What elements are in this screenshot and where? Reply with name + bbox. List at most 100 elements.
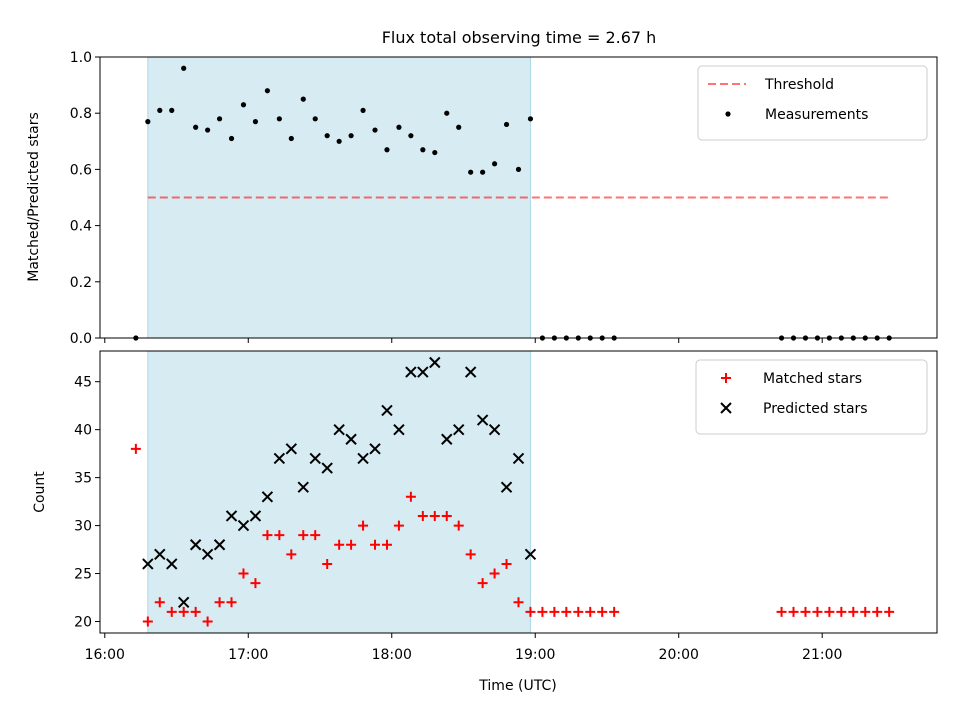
predicted-star-point [333, 423, 345, 436]
measurement-point [396, 124, 402, 130]
predicted-star-point [357, 452, 369, 465]
predicted-star-point [345, 433, 357, 445]
panel-top: 0.0 0.2 0.4 0.6 0.8 1.0 Matched/Predicted sta… [26, 50, 938, 347]
figure-title: Flux total observing time = 2.67 h [382, 28, 657, 47]
measurement-point [372, 127, 378, 133]
predicted-star-point [393, 423, 405, 436]
measurement-point [420, 147, 426, 153]
matched-star-point [525, 606, 536, 617]
top-legend: Threshold Measurements [697, 65, 928, 141]
measurement-point [288, 135, 294, 142]
predicted-star-point [405, 366, 417, 378]
measurement-point [336, 138, 342, 144]
matched-star-point [597, 606, 608, 617]
measurement-point [348, 133, 354, 139]
legend-predicted-swatch [720, 402, 732, 414]
y-tick-label: 0.2 [70, 275, 92, 291]
predicted-star-point [285, 443, 298, 455]
y-tick-label: 20 [74, 614, 92, 630]
predicted-star-point [177, 596, 190, 609]
matched-star-point [274, 530, 285, 541]
matched-star-point [477, 578, 488, 589]
matched-star-point [370, 539, 381, 550]
measurement-point [480, 169, 486, 175]
measurement-point [312, 116, 318, 122]
matched-star-point [812, 606, 823, 617]
matched-star-point [585, 606, 596, 617]
matched-star-point [848, 606, 859, 617]
measurement-point [240, 102, 247, 108]
legend-label: Measurements [765, 107, 868, 123]
matched-star-point [226, 597, 237, 608]
x-tick-label: 17:00 [228, 647, 268, 663]
y-tick-label: 30 [74, 519, 92, 535]
measurement-point [205, 127, 211, 133]
bottom-x-axis: 16:00 17:00 18:00 19:00 20:00 21:00 [85, 633, 842, 663]
predicted-star-point [369, 443, 381, 455]
x-tick-label: 16:00 [85, 647, 125, 663]
matched-star-point [776, 606, 787, 617]
y-tick-label: 0.6 [70, 162, 92, 178]
observing-interval-shade [147, 350, 531, 634]
plot-frame [99, 56, 938, 339]
matched-star-point [214, 597, 225, 608]
measurement-point [324, 133, 330, 139]
measurement-point [193, 124, 199, 130]
measurement-point [432, 149, 438, 156]
predicted-star-point [154, 548, 166, 561]
top-plot-area [99, 56, 938, 341]
matched-star-point [262, 530, 273, 541]
predicted-star-point [237, 519, 250, 532]
matched-star-point [310, 530, 321, 541]
measurement-point [456, 124, 462, 130]
measurement-point [300, 96, 306, 102]
matched-star-point [537, 606, 548, 617]
matched-star-point [393, 520, 404, 531]
matched-star-point [178, 606, 189, 617]
y-tick-label: 0.0 [70, 331, 92, 347]
matched-star-point [381, 539, 392, 550]
matched-star-point [405, 491, 416, 502]
measurement-point [468, 169, 474, 175]
x-tick-label: 19:00 [515, 647, 555, 663]
matched-star-point [154, 597, 165, 608]
predicted-star-point [524, 548, 537, 561]
predicted-star-point [417, 366, 429, 378]
predicted-star-point [309, 452, 321, 465]
measurement-point [360, 107, 366, 113]
matched-star-point [130, 443, 141, 454]
measurement-point [384, 147, 390, 153]
y-tick-label: 1.0 [70, 50, 92, 66]
y-tick-label: 25 [74, 567, 92, 583]
matched-star-point [429, 510, 440, 521]
predicted-star-point [476, 414, 489, 426]
predicted-star-point [381, 404, 393, 417]
measurement-point [444, 110, 450, 116]
matched-star-point [549, 606, 560, 617]
matched-star-point [250, 578, 261, 589]
x-tick-label: 18:00 [372, 647, 412, 663]
predicted-star-point [225, 510, 238, 522]
legend-measurement-swatch [725, 111, 731, 117]
measurement-point [491, 161, 498, 167]
predicted-star-point [249, 510, 262, 522]
panel-bottom: 20 25 30 35 40 45 16:00 17:00 18:00 19:00 20:00 21… [32, 350, 938, 694]
matched-star-point [358, 520, 369, 531]
predicted-star-point [201, 548, 214, 561]
predicted-star-point [500, 481, 513, 493]
matched-star-point [286, 549, 297, 560]
measurement-point [276, 116, 282, 122]
legend-label: Matched stars [763, 371, 862, 387]
matched-star-point [573, 606, 584, 617]
matched-star-point [609, 606, 620, 617]
predicted-star-point [321, 462, 333, 474]
legend-matched-swatch [721, 373, 731, 383]
predicted-star-point [297, 481, 309, 493]
matched-star-point [238, 568, 249, 579]
predicted-star-point [512, 452, 525, 465]
bottom-plot-area [99, 350, 938, 634]
predicted-star-point [189, 539, 202, 551]
matched-star-point [202, 616, 213, 627]
predicted-star-point [261, 491, 274, 503]
